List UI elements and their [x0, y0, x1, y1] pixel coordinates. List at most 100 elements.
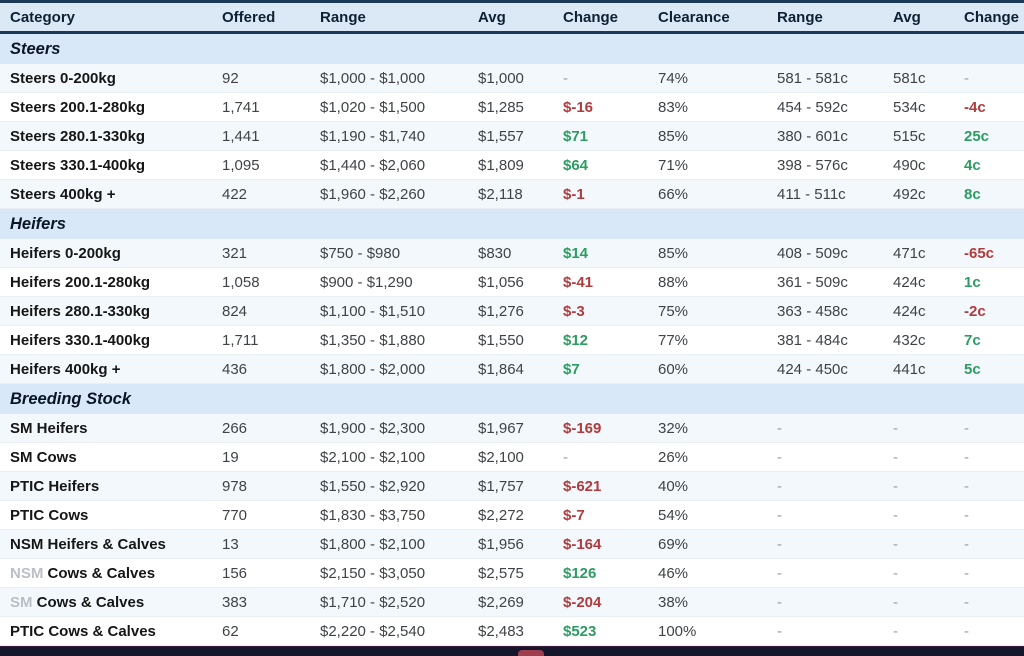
- category-label: Heifers 280.1-330kg: [10, 302, 151, 320]
- cell-change-cents: 25c: [964, 127, 990, 145]
- cell-range: $1,830 - $3,750: [320, 506, 426, 524]
- cell-change-cents: -: [964, 506, 969, 524]
- cell-avg-cents: -: [893, 564, 898, 582]
- cell-category: Steers 330.1-400kg: [0, 157, 212, 174]
- cell-offered: 19: [222, 448, 239, 466]
- cell-avg: $830: [478, 244, 512, 262]
- table-row: Heifers 330.1-400kg 1,711 $1,350 - $1,880 $…: [0, 326, 1024, 355]
- table-row: PTIC Cows 770 $1,830 - $3,750 $2,272 $-7 54% -…: [0, 501, 1024, 530]
- cell-range-cents: 411 - 511c: [777, 185, 846, 203]
- category-faded-prefix: NSM: [10, 564, 48, 582]
- category-label: PTIC Heifers: [10, 477, 100, 495]
- cell-avg-cents: -: [893, 535, 898, 553]
- cell-change-cents: 5c: [964, 360, 981, 378]
- cell-clearance: 75%: [658, 302, 689, 320]
- cell-avg: $2,575: [478, 564, 524, 582]
- table-row: NSM Heifers & Calves 13 $1,800 - $2,100 $1,…: [0, 530, 1024, 559]
- cell-avg-cents: -: [893, 593, 898, 611]
- cell-change: $523: [563, 622, 597, 640]
- cell-change-cents: -: [964, 564, 969, 582]
- table-row: SM Heifers 266 $1,900 - $2,300 $1,967 $-169 3…: [0, 414, 1024, 443]
- cell-range-cents: 454 - 592c: [777, 98, 848, 116]
- cell-range: $1,960 - $2,260: [320, 185, 426, 203]
- cell-change: $-204: [563, 593, 602, 611]
- cell-avg: $1,757: [478, 477, 524, 495]
- cell-offered: 770: [222, 506, 248, 524]
- table-row: Steers 0-200kg 92 $1,000 - $1,000 $1,000 - 74…: [0, 64, 1024, 93]
- cell-category: PTIC Cows: [0, 507, 212, 524]
- cell-clearance: 77%: [658, 331, 689, 349]
- cell-offered: 436: [222, 360, 248, 378]
- section-header-breeding-stock: Breeding Stock: [0, 384, 1024, 414]
- cell-offered: 383: [222, 593, 248, 611]
- table-row: SM Cows 19 $2,100 - $2,100 $2,100 - 26% - - -: [0, 443, 1024, 472]
- cell-category: SM Heifers: [0, 420, 212, 437]
- table-row: SM Cows & Calves 383 $1,710 - $2,520 $2,269…: [0, 588, 1024, 617]
- table-row: Heifers 0-200kg 321 $750 - $980 $830 $14 85% 4…: [0, 239, 1024, 268]
- cell-offered: 978: [222, 477, 248, 495]
- cell-category: PTIC Heifers: [0, 478, 212, 495]
- cell-offered: 824: [222, 302, 248, 320]
- category-label: PTIC Cows & Calves: [10, 622, 156, 640]
- category-label: Steers 200.1-280kg: [10, 98, 146, 116]
- category-label: Steers 280.1-330kg: [10, 127, 146, 145]
- category-label: Heifers 330.1-400kg: [10, 331, 151, 349]
- cell-range-cents: 381 - 484c: [777, 331, 848, 349]
- cell-change: $64: [563, 156, 589, 174]
- table-row: PTIC Cows & Calves 62 $2,220 - $2,540 $2,48…: [0, 617, 1024, 646]
- cell-range: $1,100 - $1,510: [320, 302, 426, 320]
- cell-avg: $1,550: [478, 331, 524, 349]
- category-label: NSM Heifers & Calves: [10, 535, 166, 553]
- cell-category: Heifers 280.1-330kg: [0, 303, 212, 320]
- category-label: Heifers 0-200kg: [10, 244, 121, 262]
- cell-avg: $2,269: [478, 593, 524, 611]
- cell-category: Steers 280.1-330kg: [0, 128, 212, 145]
- cell-range-cents: -: [777, 622, 782, 640]
- cell-offered: 1,441: [222, 127, 260, 145]
- cell-change: -: [563, 448, 568, 466]
- cell-category: Heifers 400kg +: [0, 361, 212, 378]
- column-header-avg: Avg: [478, 8, 506, 26]
- cell-clearance: 85%: [658, 127, 689, 145]
- cell-avg-cents: 515c: [893, 127, 926, 145]
- cell-clearance: 71%: [658, 156, 689, 174]
- column-header-avg-cents: Avg: [893, 8, 921, 26]
- cell-change: $126: [563, 564, 597, 582]
- cell-change-cents: -: [964, 419, 969, 437]
- cell-clearance: 60%: [658, 360, 689, 378]
- cell-avg-cents: 492c: [893, 185, 926, 203]
- cell-offered: 1,058: [222, 273, 260, 291]
- table-row: Heifers 280.1-330kg 824 $1,100 - $1,510 $1,…: [0, 297, 1024, 326]
- cell-avg: $2,118: [478, 185, 523, 203]
- cell-avg: $1,967: [478, 419, 524, 437]
- cell-change-cents: -: [964, 622, 969, 640]
- category-label: Steers 400kg +: [10, 185, 116, 203]
- cell-category: SM Cows: [0, 449, 212, 466]
- column-header-offered: Offered: [222, 8, 276, 26]
- table-row: Steers 400kg + 422 $1,960 - $2,260 $2,118 $-…: [0, 180, 1024, 209]
- cell-range: $750 - $980: [320, 244, 401, 262]
- cell-change: $-1: [563, 185, 585, 203]
- cell-range: $1,440 - $2,060: [320, 156, 426, 174]
- cell-offered: 62: [222, 622, 239, 640]
- cell-range-cents: -: [777, 593, 782, 611]
- cell-clearance: 100%: [658, 622, 697, 640]
- cell-change-cents: 4c: [964, 156, 981, 174]
- cell-clearance: 32%: [658, 419, 689, 437]
- cell-avg: $2,272: [478, 506, 524, 524]
- cell-avg-cents: -: [893, 419, 898, 437]
- cell-clearance: 54%: [658, 506, 689, 524]
- cell-offered: 1,095: [222, 156, 260, 174]
- cell-range-cents: -: [777, 535, 782, 553]
- table-row: Heifers 200.1-280kg 1,058 $900 - $1,290 $1,…: [0, 268, 1024, 297]
- category-label: Heifers 400kg +: [10, 360, 121, 378]
- cell-range-cents: -: [777, 506, 782, 524]
- cell-category: Steers 0-200kg: [0, 70, 212, 87]
- table-row: PTIC Heifers 978 $1,550 - $2,920 $1,757 $-62…: [0, 472, 1024, 501]
- cell-range-cents: 424 - 450c: [777, 360, 848, 378]
- cell-category: Heifers 0-200kg: [0, 245, 212, 262]
- cell-avg-cents: 581c: [893, 69, 926, 87]
- cell-category: Heifers 330.1-400kg: [0, 332, 212, 349]
- cell-change: $-41: [563, 273, 594, 291]
- cell-avg: $1,276: [478, 302, 524, 320]
